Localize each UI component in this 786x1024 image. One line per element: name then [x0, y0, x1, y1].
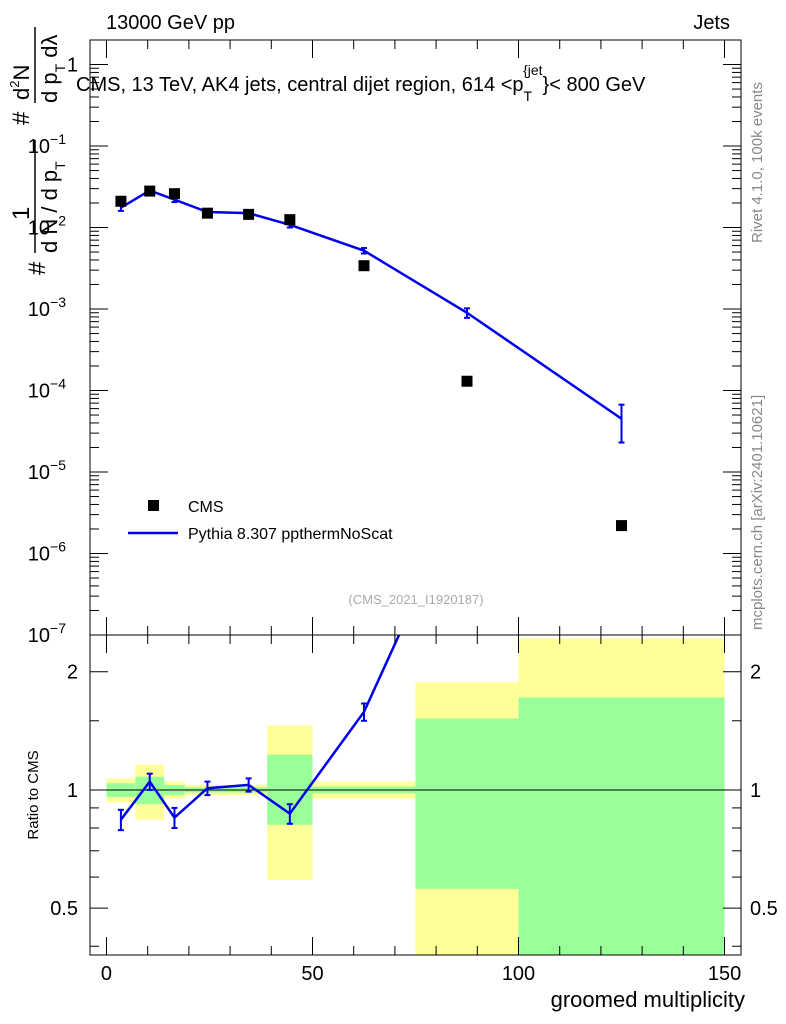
ratio-y-tick-label-right: 1: [750, 780, 761, 802]
cms-data-point: [616, 520, 628, 532]
header-jets-label: Jets: [693, 12, 730, 34]
ratio-plot-frame: [89, 634, 742, 956]
ratio-y-axis-ticks: 0.5 0.5 1 1 2 2: [50, 662, 778, 947]
cms-data-point: [168, 188, 180, 200]
cms-data-point: [284, 214, 296, 226]
mcplots-url-label: mcplots.cern.ch [arXiv:2401.10621]: [749, 395, 766, 630]
ratio-pythia-line: [119, 634, 401, 821]
main-y-tick-label: 10−6: [28, 539, 66, 566]
ratio-plot: 0.5 0.5 1 1 2 2 0 50 100 150: [50, 634, 778, 985]
y-label-den-1: d N / d pT: [37, 161, 68, 253]
legend-cms-marker: [148, 500, 159, 511]
ratio-x-axis-ticks: 0 50 100 150: [101, 635, 741, 985]
ratio-band-green: [415, 718, 519, 889]
y-label-den-2: d pT dλ: [37, 34, 68, 103]
cms-data-point: [243, 208, 255, 220]
main-series-layer: [115, 185, 628, 532]
ratio-y-tick-label-left: 2: [67, 662, 78, 684]
y-label-hash-1: #: [24, 261, 51, 275]
ratio-band-green: [518, 697, 725, 955]
x-tick-label: 0: [101, 963, 112, 985]
legend: CMS Pythia 8.307 ppthermNoScat: [128, 499, 393, 543]
cms-data-point: [201, 207, 213, 219]
main-y-tick-label: 10−4: [28, 376, 66, 403]
cms-data-point: [115, 195, 127, 207]
main-x-axis-ticks: [105, 40, 726, 635]
legend-cms-label: CMS: [188, 499, 224, 516]
main-plot: 10−7 10−6 10−5 10−4 10−3 10−2 10−1 1 CMS, 13 Te…: [28, 39, 742, 647]
ratio-y-tick-label-left: 0.5: [50, 898, 78, 920]
cms-data-point: [144, 185, 156, 197]
main-y-axis-label: # 1 d N / d pT # d2N d pT dλ: [7, 27, 68, 275]
x-axis-label: groomed multiplicity: [551, 987, 745, 1012]
y-label-hash-2: #: [8, 111, 35, 125]
plot-title: CMS, 13 TeV, AK4 jets, central dijet reg…: [76, 62, 646, 104]
header-energy-label: 13000 GeV pp: [106, 12, 235, 34]
y-label-num-1: 1: [8, 207, 35, 220]
ratio-y-tick-label-right: 0.5: [750, 898, 778, 920]
main-y-tick-label: 10−3: [28, 294, 66, 321]
ratio-y-tick-label-left: 1: [67, 780, 78, 802]
ratio-y-tick-label-right: 2: [750, 662, 761, 684]
x-tick-label: 50: [301, 963, 323, 985]
ratio-y-axis-label: Ratio to CMS: [25, 750, 42, 839]
x-tick-label: 150: [708, 963, 741, 985]
analysis-watermark: (CMS_2021_I1920187): [348, 592, 483, 607]
y-label-num-2: d2N: [7, 65, 34, 100]
main-y-tick-label: 10−5: [28, 457, 66, 484]
cms-data-point: [461, 375, 473, 387]
main-y-tick-label: 1: [67, 55, 78, 77]
main-y-tick-label: 10−2: [28, 213, 66, 240]
main-y-tick-label: 10−7: [28, 620, 66, 647]
cms-data-point: [358, 260, 370, 272]
rivet-version-label: Rivet 4.1.0, 100k events: [749, 82, 766, 243]
main-y-tick-label: 10−1: [28, 131, 66, 158]
main-y-axis-ticks: 10−7 10−6 10−5 10−4 10−3 10−2 10−1 1: [28, 39, 741, 647]
legend-pythia-label: Pythia 8.307 ppthermNoScat: [188, 526, 393, 543]
x-tick-label: 100: [502, 963, 535, 985]
ratio-series-layer: [117, 634, 401, 832]
